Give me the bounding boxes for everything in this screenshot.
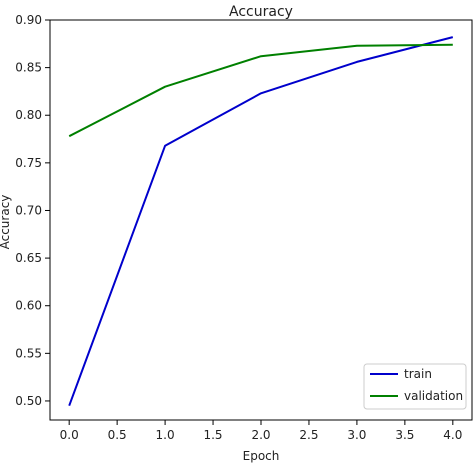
series-line-train — [68, 36, 454, 407]
y-axis-label: Accuracy — [0, 195, 12, 250]
y-tick-label: 0.75 — [15, 156, 42, 170]
x-tick-label: 4.0 — [443, 428, 462, 442]
x-tick-label: 2.5 — [299, 428, 318, 442]
series-layer — [68, 36, 454, 407]
legend-box — [363, 363, 467, 410]
y-tick-label: 0.85 — [15, 61, 42, 75]
chart-title: Accuracy — [229, 4, 293, 20]
y-tick-label: 0.65 — [15, 251, 42, 265]
x-axis-label: Epoch — [243, 449, 280, 463]
x-tick-label: 3.5 — [395, 428, 414, 442]
y-tick-label: 0.90 — [15, 13, 42, 27]
legend-train-label: train — [404, 367, 432, 381]
x-tick-label: 0.0 — [60, 428, 79, 442]
legend-validation-label: validation — [404, 389, 463, 403]
y-tick-label: 0.60 — [15, 299, 42, 313]
x-tick-label: 0.5 — [108, 428, 127, 442]
y-tick-label: 0.80 — [15, 108, 42, 122]
y-tick-label: 0.70 — [15, 203, 42, 217]
series-line-validation — [68, 43, 453, 138]
y-tick-label: 0.55 — [15, 346, 42, 360]
y-axis-ticks: 0.50 0.55 0.60 0.65 0.70 0.75 0.80 0.85 0.90 — [15, 13, 50, 408]
y-tick-label: 0.50 — [15, 394, 42, 408]
legend: train validation — [363, 363, 467, 410]
x-axis-ticks: 0.0 0.5 1.0 1.5 2.0 2.5 3.0 3.5 4.0 — [60, 420, 462, 442]
x-tick-label: 2.0 — [251, 428, 270, 442]
x-tick-label: 1.0 — [156, 428, 175, 442]
x-tick-label: 3.0 — [347, 428, 366, 442]
x-tick-label: 1.5 — [203, 428, 222, 442]
